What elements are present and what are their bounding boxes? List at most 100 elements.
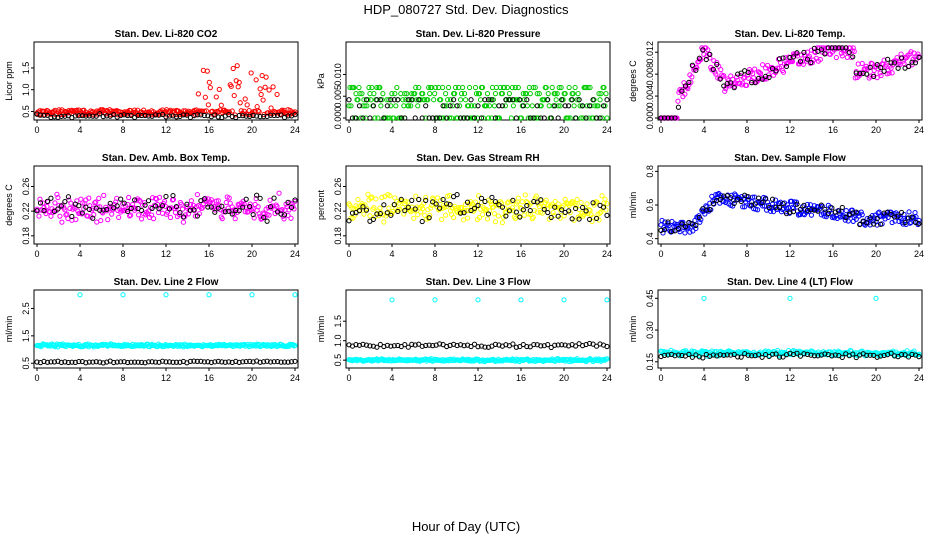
data-point [234, 63, 240, 69]
data-point [77, 292, 83, 298]
data-point [468, 343, 474, 350]
data-point [198, 112, 204, 118]
data-point [484, 216, 491, 222]
x-tick-label: 4 [701, 125, 706, 135]
data-point [361, 211, 367, 217]
data-point [205, 113, 211, 119]
data-point [572, 84, 578, 91]
data-point [138, 216, 145, 222]
data-point [479, 84, 486, 91]
x-tick-label: 4 [77, 249, 82, 259]
data-point [845, 218, 851, 224]
data-point [668, 115, 675, 121]
data-point [159, 203, 166, 209]
data-point [435, 195, 441, 201]
data-point [118, 359, 124, 365]
data-point [433, 84, 439, 91]
data-point [541, 97, 547, 103]
data-point [391, 202, 397, 208]
x-tick-label: 20 [559, 125, 569, 135]
data-point [254, 113, 260, 119]
data-point [491, 103, 498, 109]
data-point [93, 359, 99, 365]
data-point [679, 88, 685, 94]
data-point [559, 207, 565, 213]
data-point [794, 50, 800, 56]
data-point [166, 359, 173, 365]
data-point [797, 206, 804, 213]
data-point [492, 219, 499, 225]
data-point [471, 103, 478, 109]
data-point [909, 59, 915, 65]
data-point [41, 112, 47, 118]
data-point [52, 200, 58, 206]
data-point [536, 91, 542, 97]
data-point [449, 115, 455, 121]
x-tick-label: 20 [871, 373, 881, 383]
data-point [384, 103, 390, 109]
data-point [776, 204, 783, 211]
data-point [533, 193, 539, 199]
data-point [362, 103, 368, 109]
data-point [801, 49, 807, 55]
data-point [756, 352, 762, 358]
data-point [567, 115, 573, 121]
data-point [520, 91, 526, 97]
data-point [915, 51, 921, 57]
data-point [566, 84, 572, 91]
data-point [731, 85, 737, 91]
data-point [409, 197, 415, 204]
data-point [85, 213, 91, 219]
data-point [413, 193, 419, 199]
data-point [425, 97, 431, 103]
data-point [790, 209, 797, 215]
data-point [562, 91, 568, 97]
data-point [370, 103, 377, 109]
x-tick-label: 12 [785, 125, 795, 135]
data-point [370, 216, 377, 222]
data-point [159, 358, 166, 364]
data-point [735, 354, 741, 360]
data-point [909, 214, 915, 220]
data-point [715, 191, 721, 197]
data-point [353, 115, 359, 121]
data-point [818, 202, 824, 208]
data-point [201, 112, 207, 119]
data-point [524, 202, 530, 209]
x-tick-label: 8 [120, 373, 125, 383]
data-point [97, 111, 103, 117]
data-point [58, 359, 65, 366]
data-point [247, 358, 253, 364]
data-point [679, 352, 685, 359]
x-tick-label: 0 [658, 249, 663, 259]
data-point [878, 353, 884, 359]
data-point [757, 69, 763, 76]
data-point [432, 297, 438, 303]
figure-xlabel: Hour of Day (UTC) [412, 519, 520, 534]
data-point [371, 91, 377, 97]
data-point [787, 209, 793, 215]
data-point [508, 115, 514, 121]
data-point [41, 208, 47, 214]
data-point [790, 54, 797, 60]
data-point [686, 79, 692, 85]
data-point [524, 97, 530, 103]
data-point [686, 351, 692, 357]
data-point [240, 113, 246, 119]
data-point [192, 213, 198, 219]
data-point [216, 86, 222, 92]
data-point [843, 214, 849, 220]
data-point [116, 214, 122, 220]
data-point [161, 198, 168, 205]
data-point [587, 84, 593, 91]
data-point [759, 200, 765, 206]
data-point [462, 97, 469, 103]
data-point [431, 97, 437, 103]
data-point [898, 209, 905, 216]
x-tick-label: 16 [204, 249, 214, 259]
data-point [689, 74, 695, 80]
data-point [661, 352, 668, 358]
data-point [440, 196, 446, 203]
data-point [532, 84, 538, 91]
data-point [184, 201, 190, 207]
